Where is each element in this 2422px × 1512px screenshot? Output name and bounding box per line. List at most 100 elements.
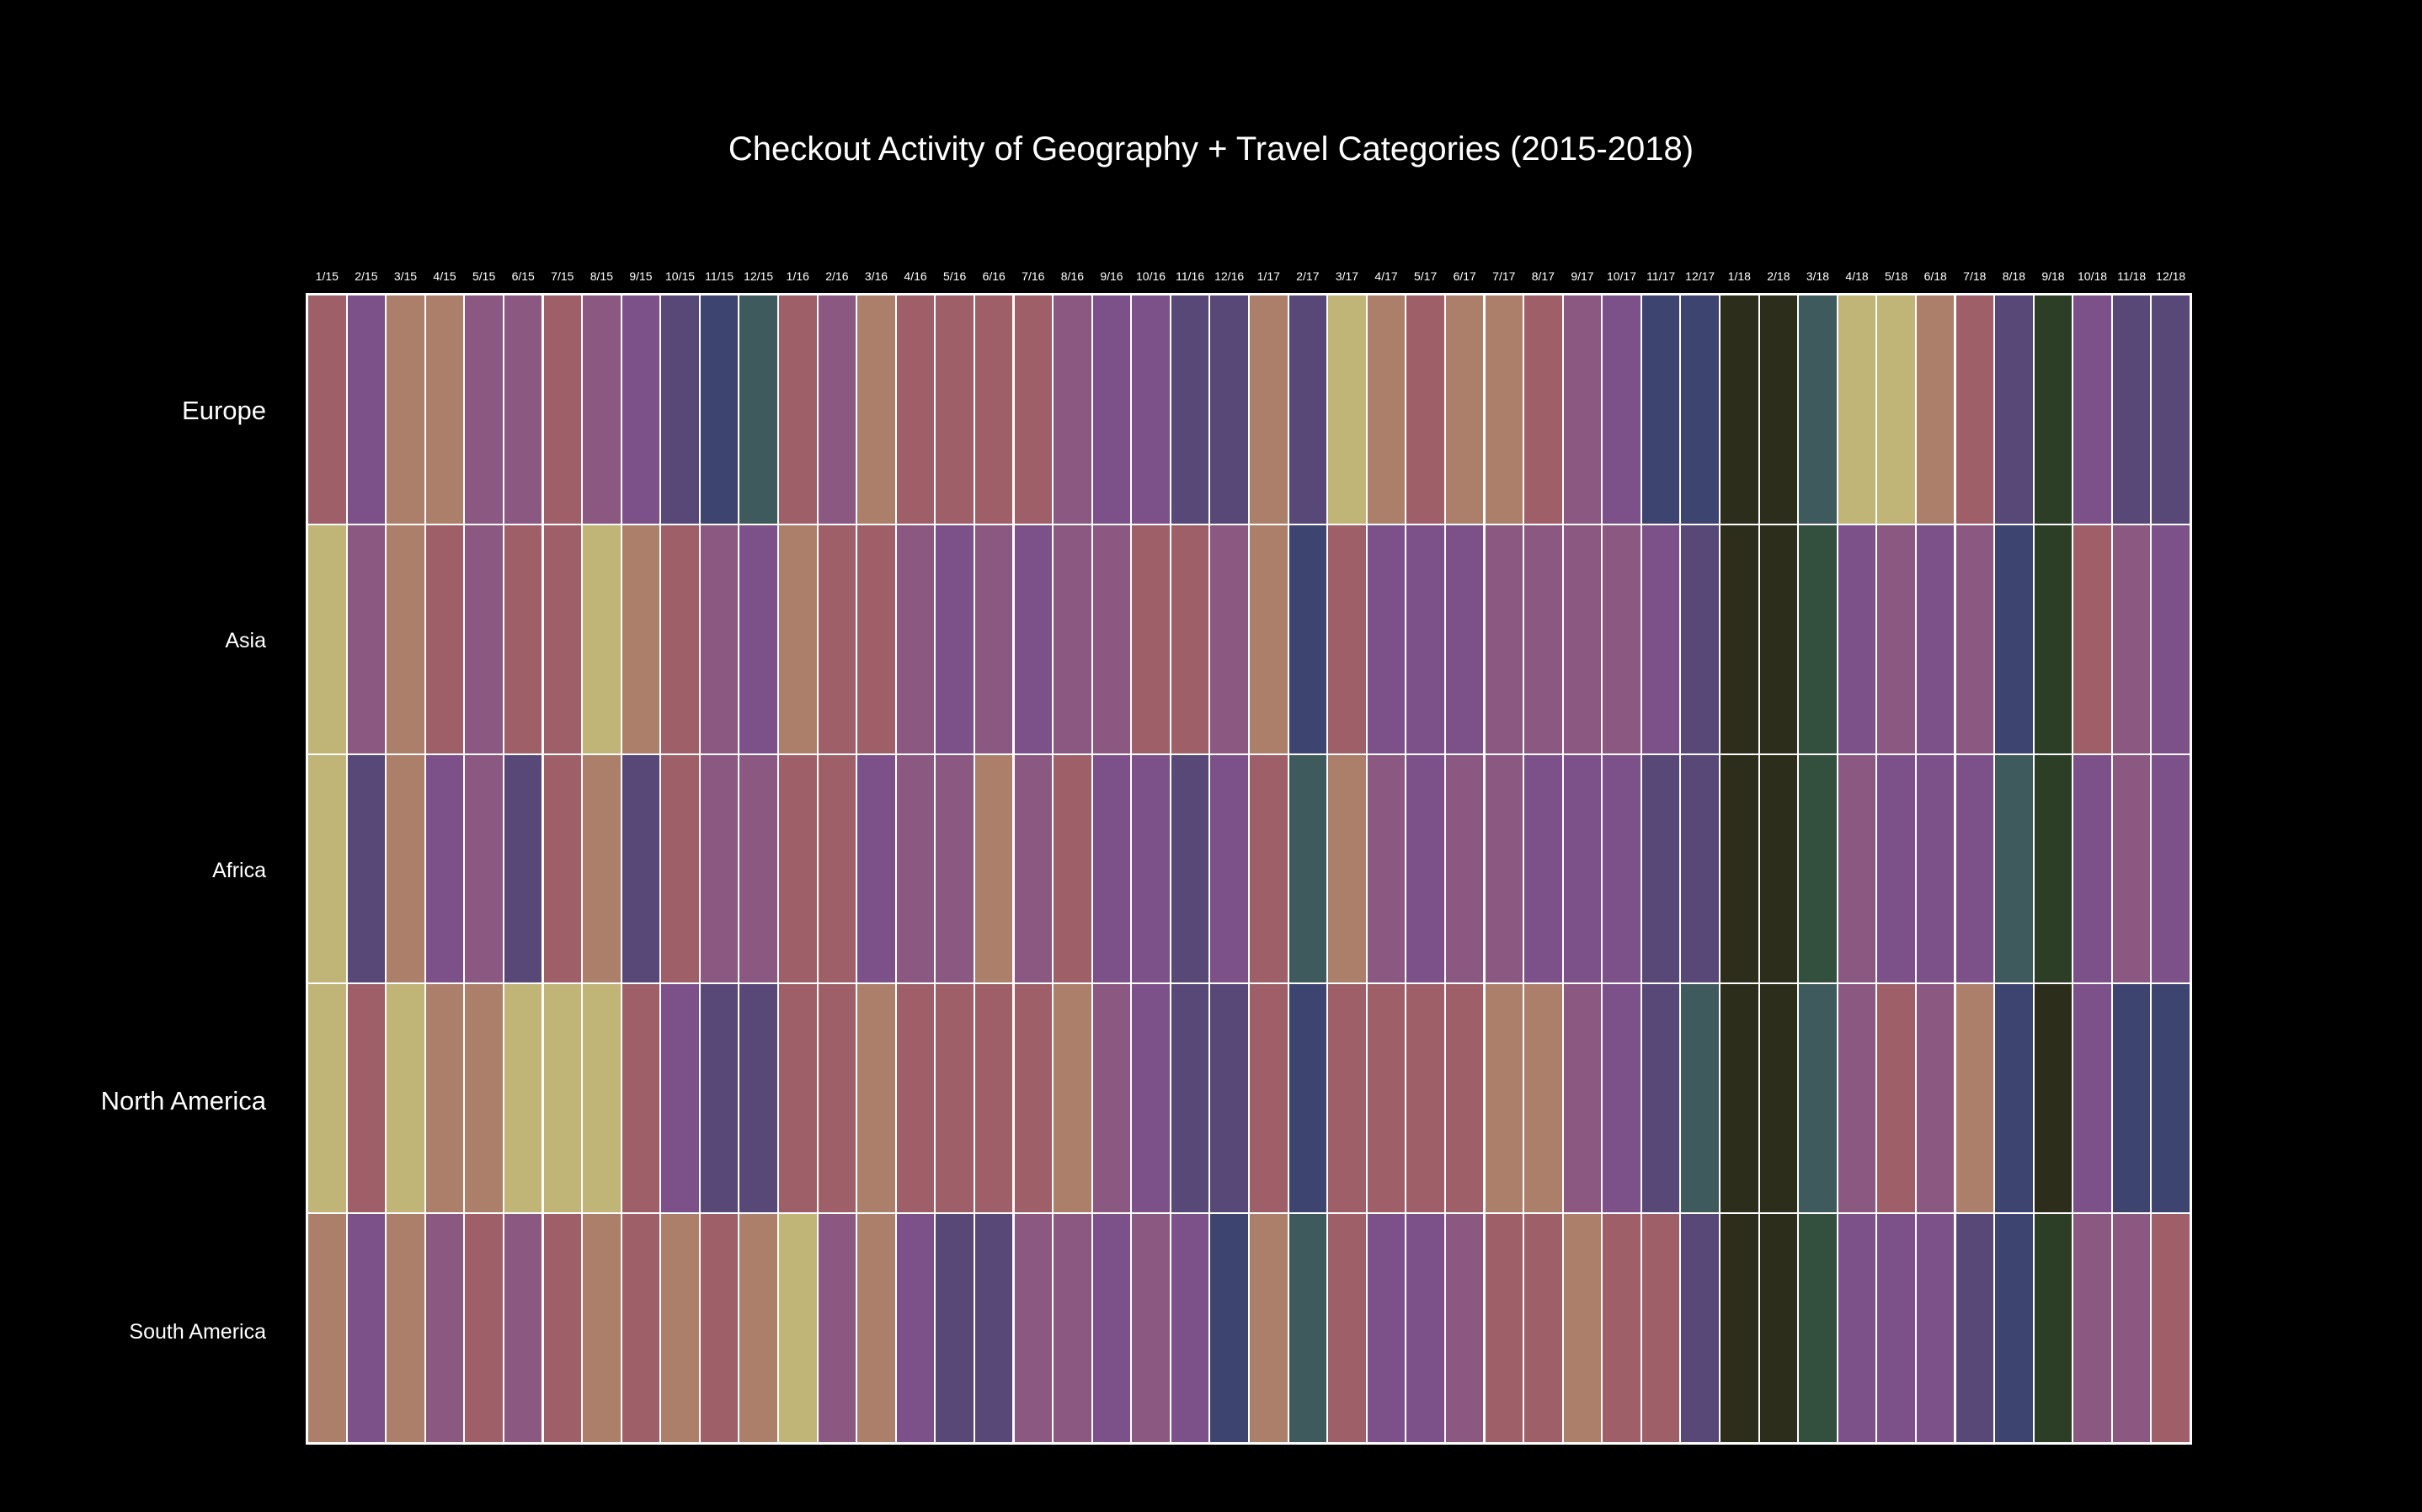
heatmap-cell	[2033, 524, 2073, 754]
heatmap-cell	[1876, 1213, 1916, 1443]
heatmap-cell	[1798, 753, 1838, 984]
x-tick-label: 1/16	[786, 269, 809, 283]
x-tick-label: 6/17	[1453, 269, 1476, 283]
x-tick-label: 10/18	[2078, 269, 2108, 283]
heatmap-cell	[1876, 524, 1916, 754]
heatmap-cell	[1053, 1213, 1092, 1443]
heatmap-cell	[1053, 753, 1092, 984]
heatmap-cell	[424, 753, 465, 984]
heatmap-cell	[1994, 1213, 2034, 1443]
heatmap-cell	[621, 524, 661, 754]
heatmap-cell	[1680, 753, 1720, 984]
x-tick-label: 7/15	[551, 269, 574, 283]
heatmap-cell	[1209, 524, 1249, 754]
heatmap-cell	[621, 983, 661, 1214]
heatmap-cell	[1131, 1213, 1171, 1443]
heatmap-cell	[2151, 753, 2190, 984]
heatmap-cell	[1444, 524, 1485, 754]
row-label-europe: Europe	[182, 396, 266, 425]
x-tick-label: 1/17	[1256, 269, 1280, 283]
heatmap-cell	[1170, 295, 1210, 524]
heatmap-cell	[895, 524, 936, 754]
heatmap-cell	[1955, 1213, 1995, 1443]
heatmap-cell	[2111, 753, 2152, 984]
heatmap-cell	[974, 983, 1014, 1214]
x-tick-label: 3/17	[1335, 269, 1359, 283]
x-tick-label: 5/16	[942, 269, 967, 283]
heatmap-cell	[464, 524, 504, 754]
x-tick-label: 9/18	[2041, 269, 2065, 283]
heatmap-cell	[582, 295, 622, 524]
heatmap-cell	[1994, 524, 2034, 754]
heatmap-cell	[1640, 295, 1681, 524]
heatmap-cell	[346, 295, 387, 524]
heatmap-cell	[1562, 1213, 1603, 1443]
heatmap-cell	[1758, 753, 1799, 984]
heatmap-cell	[424, 524, 465, 754]
heatmap-cell	[621, 753, 661, 984]
x-tick-label: 7/16	[1022, 269, 1045, 283]
heatmap-cell	[346, 983, 387, 1214]
x-tick-label: 11/15	[705, 269, 734, 283]
x-tick-label: 12/16	[1214, 269, 1245, 283]
heatmap-cell	[542, 295, 583, 524]
row-label-north-america: North America	[100, 1086, 266, 1115]
heatmap-cell	[2073, 753, 2112, 984]
heatmap-cell	[1758, 295, 1799, 524]
heatmap-cell	[386, 524, 425, 754]
x-tick-label: 3/15	[393, 269, 418, 283]
heatmap-cell	[1170, 753, 1210, 984]
x-tick-label: 12/18	[2156, 269, 2186, 283]
heatmap-cell	[1484, 295, 1524, 524]
heatmap-cell	[1955, 524, 1995, 754]
heatmap-cell	[1366, 295, 1406, 524]
heatmap-cell	[1444, 295, 1485, 524]
x-tick-label: 9/17	[1571, 269, 1594, 283]
heatmap-cell	[1013, 524, 1054, 754]
heatmap-cell	[582, 1213, 622, 1443]
heatmap-cell	[621, 295, 661, 524]
heatmap-cell	[1876, 753, 1916, 984]
heatmap-cell	[1720, 983, 1759, 1214]
heatmap-cell	[739, 524, 778, 754]
heatmap-cell	[1406, 753, 1445, 984]
heatmap-cell	[1288, 524, 1328, 754]
heatmap-cell	[1915, 295, 1955, 524]
heatmap-cell	[817, 295, 857, 524]
heatmap-cell	[974, 1213, 1014, 1443]
heatmap-cell	[1837, 524, 1877, 754]
heatmap-cell	[1758, 524, 1799, 754]
heatmap-cell	[1640, 524, 1681, 754]
heatmap-cell	[1288, 1213, 1328, 1443]
heatmap-cell	[1680, 983, 1720, 1214]
heatmap-cell	[386, 1213, 425, 1443]
heatmap-cell	[1562, 295, 1603, 524]
heatmap-cell	[2073, 524, 2112, 754]
heatmap-cell	[2073, 983, 2112, 1214]
heatmap-cell	[1602, 983, 1641, 1214]
heatmap-cell	[1562, 524, 1603, 754]
heatmap-cell	[307, 753, 347, 984]
heatmap-cell	[1366, 753, 1406, 984]
heatmap-cell	[1170, 524, 1210, 754]
heatmap-cell	[464, 983, 504, 1214]
heatmap-cell	[778, 753, 818, 984]
heatmap-cell	[1640, 1213, 1681, 1443]
heatmap-cell	[1523, 295, 1563, 524]
x-tick-label: 11/18	[2117, 269, 2147, 283]
x-tick-label: 2/18	[1767, 269, 1790, 283]
heatmap-cell	[1170, 1213, 1210, 1443]
heatmap-cell	[1640, 753, 1681, 984]
heatmap-cell	[1327, 524, 1367, 754]
heatmap-cell	[1327, 753, 1367, 984]
x-tick-label: 7/18	[1963, 269, 1987, 283]
heatmap-cell	[1444, 1213, 1485, 1443]
x-tick-label: 5/15	[472, 269, 496, 283]
heatmap-cell	[2073, 1213, 2112, 1443]
heatmap-cell	[1091, 1213, 1132, 1443]
heatmap-cell	[1170, 983, 1210, 1214]
x-tick-label: 2/17	[1296, 269, 1320, 283]
heatmap-cell	[856, 524, 896, 754]
heatmap-cell	[1523, 983, 1563, 1214]
heatmap-cell	[1091, 753, 1132, 984]
